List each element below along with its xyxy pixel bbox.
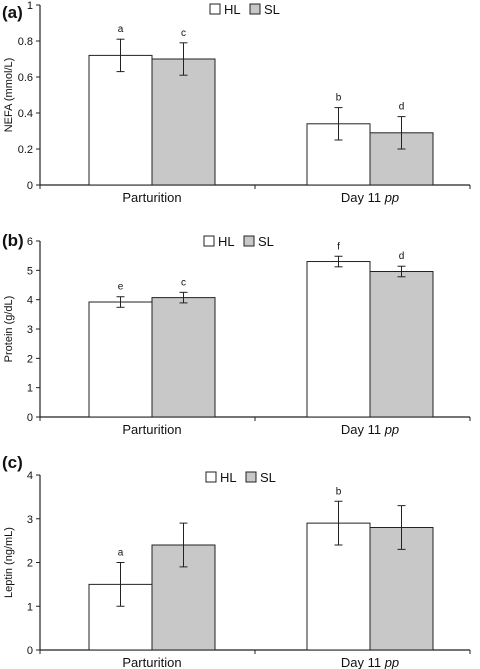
bar-sl [151,58,216,186]
y-tick-label: 0 [27,645,33,657]
significance-letter: a [118,24,124,35]
category-label: Day 11 pp [341,190,399,205]
y-tick-label: 1 [27,0,33,12]
legend-label-sl: SL [260,470,276,485]
legend-label-hl: HL [224,2,241,17]
y-tick-label: 2 [27,353,33,365]
y-tick-label: 4 [27,295,33,307]
y-tick-label: 1 [27,383,33,395]
y-tick-label: 2 [27,558,33,570]
y-tick-label: 0.6 [18,72,33,84]
significance-letter: d [399,102,405,113]
panel-label: (b) [2,231,24,250]
significance-letter: c [181,277,186,288]
legend-swatch-hl [203,235,215,247]
legend-swatch-sl [243,235,255,247]
category-label: Day 11 pp [341,422,399,437]
y-tick-label: 5 [27,265,33,277]
legend-label-sl: SL [264,2,280,17]
bar-sl [151,297,216,418]
y-axis-label: NEFA (mmol/L) [3,58,15,133]
category-label: Parturition [122,422,181,437]
y-tick-label: 4 [27,470,33,482]
legend: HL SL [209,2,280,17]
y-tick-label: 3 [27,514,33,526]
legend: HL SL [203,234,274,249]
y-tick-label: 0.2 [18,144,33,156]
significance-letter: d [399,251,405,262]
legend: HL SL [205,470,276,485]
y-axis-label: Protein (g/dL) [3,296,15,363]
category-label: Parturition [122,655,181,669]
chart-panel-2: (b) Protein (g/dL) 0 1 2 3 4 5 6 e f c d Parturition D… [2,231,471,437]
legend-swatch-sl [249,3,261,15]
significance-letter: b [336,486,342,497]
significance-letter: c [181,28,186,39]
y-tick-label: 3 [27,324,33,336]
significance-letter: b [336,93,342,104]
chart-panel-1: (a) NEFA (mmol/L) 0 0.2 0.4 0.6 0.8 1 a b c d Partur… [2,0,471,205]
y-tick-label: 1 [27,601,33,613]
category-label: Day 11 pp [341,655,399,669]
bar-hl [306,261,371,418]
significance-letter: f [337,241,340,252]
y-tick-label: 0 [27,412,33,424]
bar-hl [88,301,153,418]
legend-swatch-sl [245,471,257,483]
bar-sl [369,271,434,418]
bar-hl [88,54,153,186]
significance-letter: a [118,548,124,559]
y-axis-label: Leptin (ng/mL) [3,527,15,598]
legend-swatch-hl [205,471,217,483]
panel-label: (a) [2,3,23,22]
legend-swatch-hl [209,3,221,15]
y-tick-label: 0.8 [18,36,33,48]
y-tick-label: 0.4 [18,108,33,120]
y-tick-label: 6 [27,236,33,248]
legend-label-hl: HL [220,470,237,485]
category-label: Parturition [122,190,181,205]
legend-label-sl: SL [258,234,274,249]
legend-label-hl: HL [218,234,235,249]
significance-letter: e [118,282,124,293]
chart-panel-3: (c) Leptin (ng/mL) 0 1 2 3 4 a b Parturition Day 1… [2,453,471,669]
panel-label: (c) [2,453,23,472]
y-tick-label: 0 [27,180,33,192]
